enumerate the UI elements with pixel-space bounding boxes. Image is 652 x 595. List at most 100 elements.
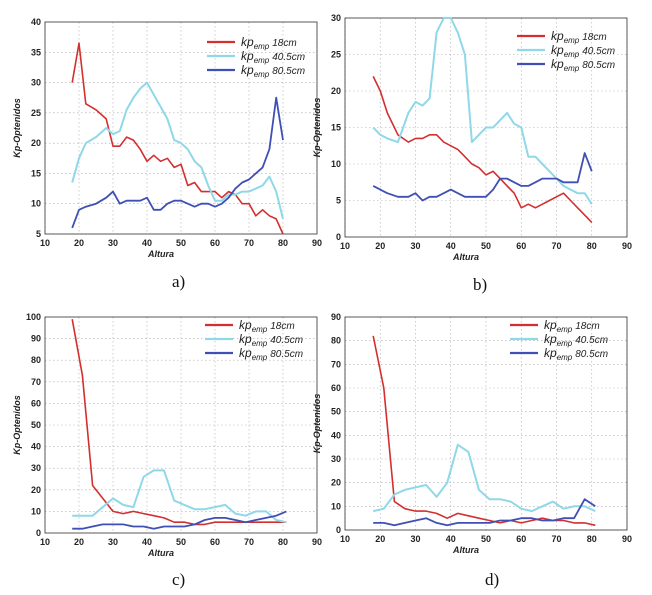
x-tick-label: 60	[516, 241, 526, 251]
y-tick-label: 40	[31, 442, 41, 452]
x-tick-label: 20	[74, 537, 84, 547]
chart-panel-c: 10 20 30 40 50 60 70 80 900102030405060708090100…	[12, 312, 322, 558]
x-tick-label: 30	[410, 534, 420, 544]
plot-frame	[44, 316, 318, 534]
legend-entry: kpemp 40.5cm	[544, 332, 608, 348]
y-tick-label: 25	[331, 50, 341, 60]
x-tick-label: 30	[410, 241, 420, 251]
x-tick-label: 70	[244, 238, 254, 248]
x-tick-label: 80	[587, 241, 597, 251]
x-tick-label: 80	[587, 534, 597, 544]
y-axis-label: Kp-Optenidos	[12, 98, 22, 158]
x-tick-label: 60	[210, 238, 220, 248]
x-tick-label: 50	[176, 537, 186, 547]
y-tick-label: 20	[31, 485, 41, 495]
y-tick-label: 50	[331, 407, 341, 417]
y-tick-label: 20	[331, 478, 341, 488]
legend-entry: kpemp 18cm	[241, 35, 297, 51]
x-tick-label: 40	[446, 534, 456, 544]
series-line-18cm	[71, 319, 287, 526]
x-tick-label: 90	[312, 238, 322, 248]
plot-frame	[344, 316, 628, 531]
legend-entry: kpemp 40.5cm	[551, 43, 615, 59]
legend-entry: kpemp 18cm	[544, 318, 600, 334]
legend-entry: kpemp 80.5cm	[551, 57, 615, 73]
y-tick-label: 10	[331, 159, 341, 169]
x-tick-label: 20	[375, 241, 385, 251]
x-axis-label: Altura	[452, 252, 479, 262]
x-tick-label: 50	[481, 534, 491, 544]
y-tick-label: 30	[331, 13, 341, 23]
chart-panel-d: 10 20 30 40 50 60 70 80 900102030405060708090Alt…	[312, 312, 632, 555]
x-tick-label: 70	[551, 241, 561, 251]
plot-frame	[344, 17, 628, 238]
y-axis-label: Kp-Optenidos	[312, 394, 322, 454]
y-tick-label: 15	[331, 123, 341, 133]
chart-panel-b: 10 20 30 40 50 60 70 80 90 0 5 10 15 20 25 30 Altura Kp-O…	[312, 13, 632, 262]
x-tick-label: 40	[142, 537, 152, 547]
plot-frame	[44, 21, 318, 235]
legend-entry: kpemp 40.5cm	[241, 49, 305, 65]
x-tick-label: 20	[74, 238, 84, 248]
caption-c: c)	[172, 570, 186, 589]
y-tick-label: 0	[336, 232, 341, 242]
x-tick-label: 50	[481, 241, 491, 251]
series-line-80-5cm	[372, 152, 593, 202]
y-tick-label: 90	[31, 334, 41, 344]
x-tick-label: 20	[375, 534, 385, 544]
x-tick-label: 40	[446, 241, 456, 251]
y-tick-label: 40	[331, 430, 341, 440]
y-tick-label: 20	[331, 86, 341, 96]
y-tick-label: 0	[36, 528, 41, 538]
y-tick-label: 35	[31, 47, 41, 57]
series-line-18cm	[372, 76, 593, 223]
legend-entry: kpemp 40.5cm	[239, 332, 303, 348]
x-tick-label: 50	[176, 238, 186, 248]
y-tick-label: 60	[331, 383, 341, 393]
y-tick-label: 20	[31, 138, 41, 148]
x-tick-label: 10	[340, 241, 350, 251]
x-tick-label: 40	[142, 238, 152, 248]
y-tick-label: 80	[331, 336, 341, 346]
y-tick-label: 70	[31, 377, 41, 387]
y-tick-label: 80	[31, 355, 41, 365]
y-tick-label: 5	[36, 229, 41, 239]
series-line-18cm	[71, 42, 284, 235]
x-tick-label: 30	[108, 537, 118, 547]
y-tick-label: 10	[331, 501, 341, 511]
x-tick-label: 70	[244, 537, 254, 547]
caption-d: d)	[485, 570, 500, 589]
y-tick-label: 30	[31, 78, 41, 88]
x-tick-label: 10	[40, 537, 50, 547]
x-axis-label: Altura	[147, 249, 174, 259]
y-axis-label: Kp-Optenidos	[12, 395, 22, 455]
chart-panel-a: 10 20 30 40 50 60 70 80 90510152025303540AlturaK…	[12, 17, 322, 259]
legend-entry: kpemp 18cm	[239, 318, 295, 334]
y-axis-label: Kp-Optenidos	[312, 98, 322, 158]
x-tick-label: 10	[340, 534, 350, 544]
legend-entry: kpemp 80.5cm	[241, 63, 305, 79]
series-line-80-5cm	[72, 510, 287, 530]
x-tick-label: 60	[210, 537, 220, 547]
x-tick-label: 80	[278, 238, 288, 248]
y-tick-label: 0	[336, 525, 341, 535]
legend-entry: kpemp 80.5cm	[239, 346, 303, 362]
caption-a: a)	[172, 272, 186, 291]
legend-entry: kpemp 18cm	[551, 29, 607, 45]
y-tick-label: 50	[31, 420, 41, 430]
y-tick-label: 10	[31, 506, 41, 516]
x-tick-label: 30	[108, 238, 118, 248]
y-tick-label: 25	[31, 108, 41, 118]
x-axis-label: Altura	[147, 548, 174, 558]
y-tick-label: 15	[31, 168, 41, 178]
x-tick-label: 90	[312, 537, 322, 547]
series-line-18cm	[372, 335, 596, 527]
y-tick-label: 5	[336, 196, 341, 206]
series-line-80-5cm	[373, 498, 596, 527]
x-tick-label: 10	[40, 238, 50, 248]
x-tick-label: 60	[516, 534, 526, 544]
x-tick-label: 90	[622, 534, 632, 544]
y-tick-label: 30	[31, 463, 41, 473]
legend-entry: kpemp 80.5cm	[544, 346, 608, 362]
